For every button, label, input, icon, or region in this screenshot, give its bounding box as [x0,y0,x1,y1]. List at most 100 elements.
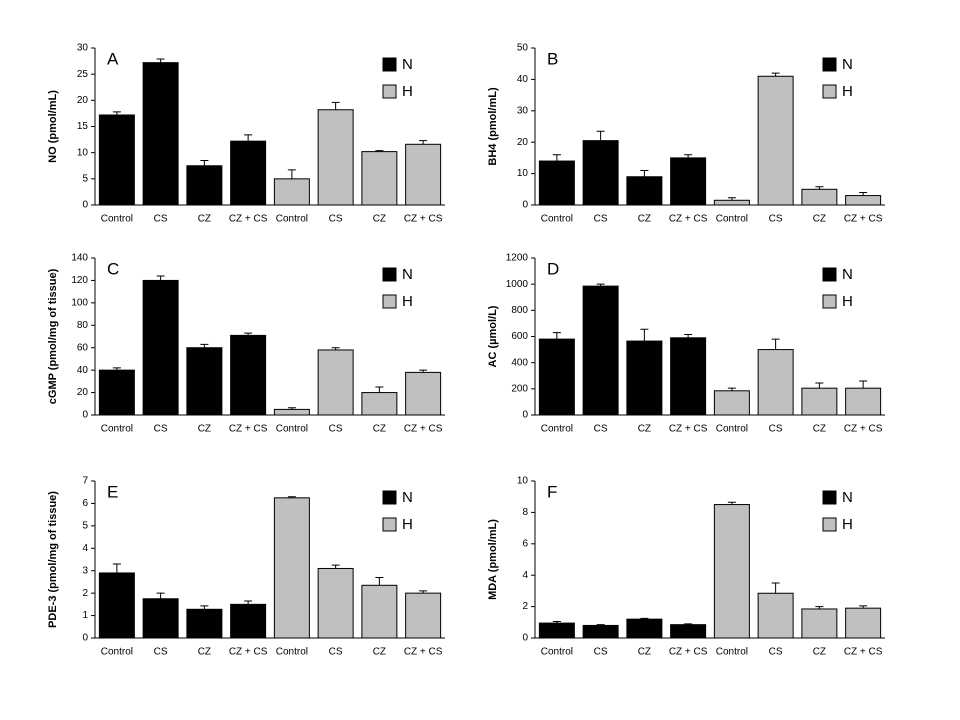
error-bar [684,334,693,338]
y-tick-label: 60 [77,342,89,353]
y-tick-label: 20 [77,387,89,398]
error-bar [244,332,253,336]
x-tick-label: CZ + CS [404,214,443,225]
x-tick-label: CZ [198,214,211,225]
legend-label: N [842,266,853,283]
x-tick-label: CZ + CS [404,424,443,435]
bar [361,584,398,639]
bar [713,390,750,416]
y-axis-label: PDE-3 (pmol/mg of tissue) [47,491,59,628]
x-tick-label: Control [716,424,748,435]
x-tick-label: Control [276,647,308,658]
bar [670,337,707,416]
panel-label: C [107,259,119,278]
bar [142,62,179,206]
bar [626,340,663,416]
error-bar [419,369,428,373]
y-tick-label: 0 [522,633,528,644]
bar [626,176,663,206]
x-tick-label: CZ [813,424,826,435]
error-bar [331,101,340,110]
bar [582,624,619,639]
y-tick-label: 800 [511,305,528,316]
x-tick-label: CZ + CS [229,647,268,658]
error-bar [156,275,165,281]
x-tick-label: CZ + CS [229,424,268,435]
error-bar [112,111,121,115]
legend-label: H [842,516,853,533]
error-bar [419,140,428,145]
legend-swatch [822,490,837,505]
bar [845,607,882,639]
error-bar [112,367,121,371]
x-tick-label: Control [716,214,748,225]
bar [361,392,398,416]
error-bar [640,328,649,342]
bar [186,608,223,639]
error-bar [640,169,649,177]
y-tick-label: 10 [517,476,529,487]
bar [757,349,794,416]
x-tick-label: CZ + CS [669,647,708,658]
panel-label: B [547,49,558,68]
error-bar [156,592,165,599]
error-bar [596,130,605,141]
x-tick-label: Control [101,214,133,225]
y-tick-label: 400 [511,357,528,368]
error-bar [771,582,780,594]
x-tick-label: Control [541,647,573,658]
y-tick-label: 200 [511,383,528,394]
x-tick-label: CS [594,647,608,658]
bar [142,279,179,416]
bar [845,387,882,416]
error-bar [287,169,296,179]
error-bar [552,621,561,624]
error-bar [727,501,736,505]
y-tick-label: 2 [522,601,528,612]
y-tick-label: 100 [71,297,88,308]
x-tick-label: Control [541,424,573,435]
legend-swatch [822,294,837,309]
y-tick-label: 6 [522,538,528,549]
x-tick-label: CS [329,424,343,435]
y-tick-label: 30 [77,43,89,54]
legend-swatch [382,84,397,99]
error-bar [287,496,296,498]
bar [273,497,310,639]
y-tick-label: 50 [517,43,529,54]
x-tick-label: CS [769,424,783,435]
x-tick-label: CZ [638,214,651,225]
legend-label: H [842,293,853,310]
error-bar [200,160,209,166]
y-tick-label: 5 [82,173,88,184]
error-bar [375,576,384,586]
y-tick-label: 4 [522,570,528,581]
bar [98,572,135,639]
bar [98,114,135,206]
x-tick-label: CS [329,214,343,225]
y-tick-label: 120 [71,275,88,286]
error-bar [727,387,736,391]
bar [98,369,135,416]
y-tick-label: 40 [77,365,89,376]
y-tick-label: 1200 [506,253,529,264]
y-tick-label: 1000 [506,279,529,290]
panel-label: F [547,482,557,501]
x-tick-label: Control [276,424,308,435]
legend-label: H [402,293,413,310]
error-bar [331,347,340,350]
bar [582,285,619,416]
bar [405,371,442,416]
y-tick-label: 140 [71,253,88,264]
x-tick-label: CZ + CS [844,424,883,435]
legend-swatch [382,517,397,532]
error-bar [200,343,209,348]
legend-label: N [842,56,853,73]
panel-label: E [107,482,118,501]
x-tick-label: CS [594,214,608,225]
bar [186,165,223,206]
bar [273,408,310,416]
x-tick-label: CS [594,424,608,435]
error-bar [771,72,780,77]
